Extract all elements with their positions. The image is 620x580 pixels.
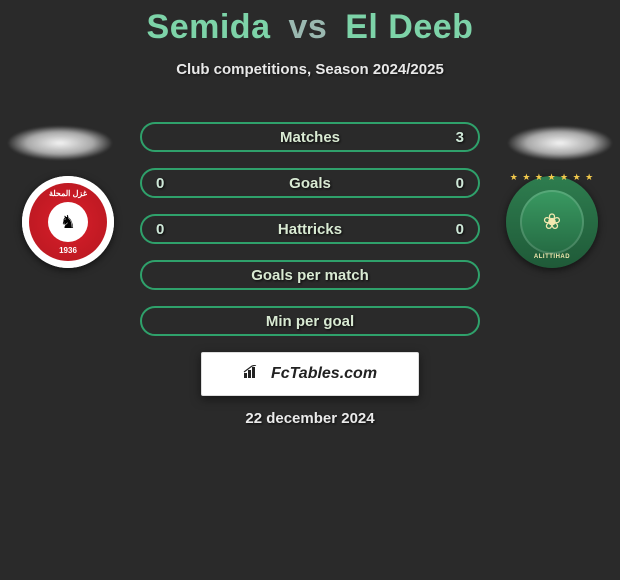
- stat-row-matches: Matches 3: [140, 122, 480, 152]
- badge-left-core-icon: ♞: [48, 202, 88, 242]
- team-badge-left: غزل المحلة ♞ 1936: [22, 176, 114, 268]
- stat-left: 0: [156, 175, 164, 192]
- badge-left-arc: غزل المحلة: [49, 189, 87, 198]
- date-text: 22 december 2024: [0, 410, 620, 427]
- stat-label: Goals per match: [251, 267, 369, 284]
- spotlight-left: [8, 126, 112, 160]
- stat-right: 3: [456, 129, 464, 146]
- stat-row-min-per-goal: Min per goal: [140, 306, 480, 336]
- stat-row-hattricks: 0 Hattricks 0: [140, 214, 480, 244]
- title-player1: Semida: [147, 8, 271, 46]
- bar-chart-icon: [243, 365, 261, 384]
- stat-right: 0: [456, 221, 464, 238]
- badge-right-label: ALITTIHAD: [506, 254, 598, 260]
- stats-rows: Matches 3 0 Goals 0 0 Hattricks 0 Goals …: [140, 122, 480, 352]
- spotlight-right: [508, 126, 612, 160]
- stat-left: 0: [156, 221, 164, 238]
- badge-left-year: 1936: [59, 246, 77, 255]
- brand-text: FcTables.com: [271, 365, 377, 383]
- brand-watermark: FcTables.com: [201, 352, 419, 396]
- stat-label: Goals: [289, 175, 331, 192]
- badge-right-leaf-icon: ❀: [543, 209, 561, 235]
- stat-right: 0: [456, 175, 464, 192]
- stat-label: Matches: [280, 129, 340, 146]
- badge-right-stars-icon: ★ ★ ★ ★ ★ ★ ★: [506, 172, 598, 183]
- title-player2: El Deeb: [345, 8, 473, 46]
- team-badge-right: ★ ★ ★ ★ ★ ★ ★ ❀ ALITTIHAD: [506, 176, 598, 268]
- stat-row-goals: 0 Goals 0: [140, 168, 480, 198]
- stat-row-goals-per-match: Goals per match: [140, 260, 480, 290]
- subtitle: Club competitions, Season 2024/2025: [0, 61, 620, 78]
- stat-label: Hattricks: [278, 221, 342, 238]
- page-title: Semida vs El Deeb: [0, 0, 620, 47]
- stat-label: Min per goal: [266, 313, 354, 330]
- title-vs: vs: [288, 8, 327, 46]
